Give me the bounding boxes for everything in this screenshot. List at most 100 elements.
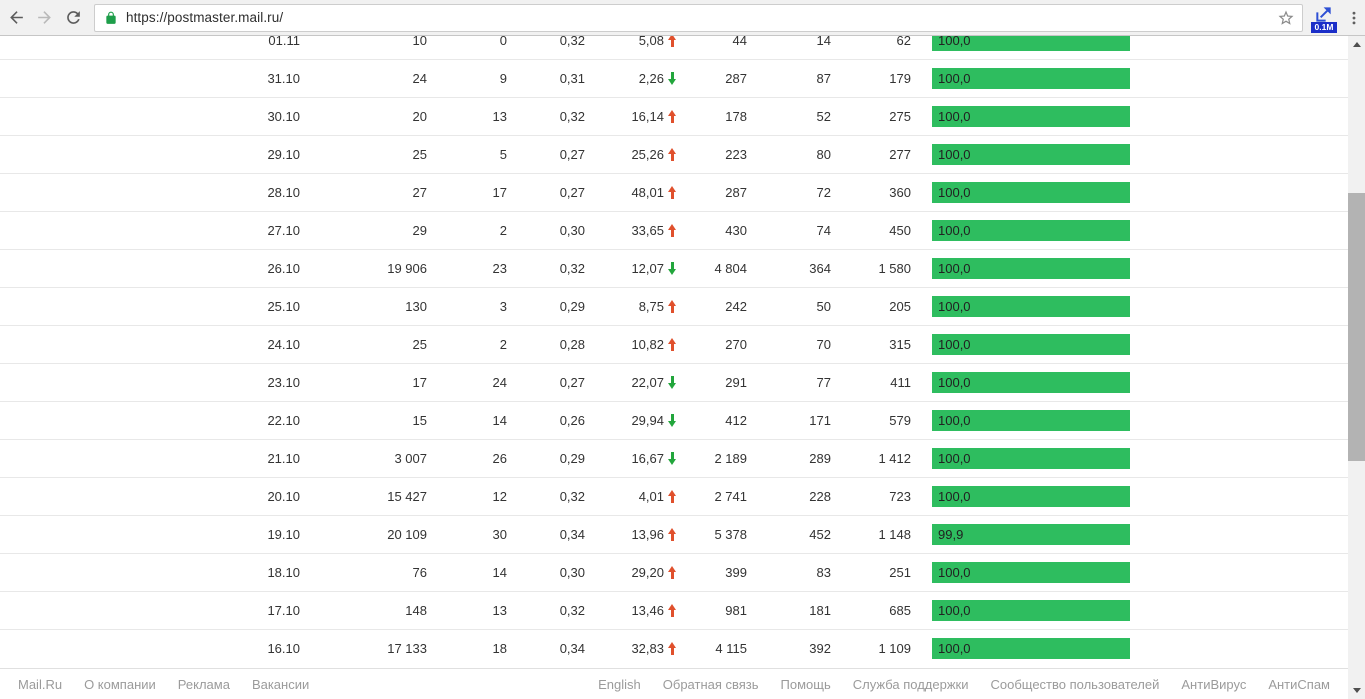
cell-delta: 16,67 — [585, 451, 677, 466]
cell-bar: 100,0 — [911, 68, 1152, 89]
cell-bar: 100,0 — [911, 144, 1152, 165]
trend-up-icon — [668, 566, 677, 579]
footer-link[interactable]: English — [598, 676, 641, 692]
delta-value: 22,07 — [631, 375, 664, 390]
delta-value: 25,26 — [631, 147, 664, 162]
secure-lock-icon[interactable] — [104, 11, 118, 25]
stats-table-body: 01.11 10 0 0,32 5,08 44 14 62 100,0 31.10 24 9 0,31 2… — [0, 36, 1365, 667]
cell-delta: 29,94 — [585, 413, 677, 428]
page-content: 01.11 10 0 0,32 5,08 44 14 62 100,0 31.10 24 9 0,31 2… — [0, 36, 1365, 668]
forward-button[interactable] — [33, 4, 58, 32]
trend-down-icon — [668, 414, 677, 427]
cell-value: 412 — [725, 413, 747, 428]
cell-value: 0,27 — [559, 375, 585, 390]
cell-value: 87 — [816, 71, 831, 86]
cell-date: 28.10 — [267, 185, 300, 200]
scroll-up-button[interactable] — [1348, 36, 1365, 53]
cell-value: 0,32 — [559, 489, 585, 504]
cell-bar: 100,0 — [911, 36, 1152, 51]
reputation-bar: 100,0 — [932, 562, 1130, 583]
cell-bar: 100,0 — [911, 562, 1152, 583]
cell-value: 0,32 — [559, 603, 585, 618]
cell-value: 15 — [412, 413, 427, 428]
cell-date: 21.10 — [267, 451, 300, 466]
footer-link[interactable]: Сообщество пользователей — [990, 676, 1160, 692]
footer-link[interactable]: Вакансии — [251, 676, 310, 692]
bookmark-star-button[interactable] — [1276, 8, 1296, 28]
reputation-bar: 100,0 — [932, 144, 1130, 165]
table-row: 21.10 3 007 26 0,29 16,67 2 189 289 1 412 100,0 — [0, 440, 1365, 478]
cell-value: 360 — [889, 185, 911, 200]
delta-value: 4,01 — [638, 489, 664, 504]
cell-value: 3 007 — [394, 451, 427, 466]
footer-link[interactable]: АнтиСпам — [1268, 676, 1330, 692]
browser-menu-button[interactable] — [1344, 6, 1365, 30]
footer-link[interactable]: О компании — [84, 676, 156, 692]
delta-value: 5,08 — [638, 36, 664, 48]
trend-up-icon — [668, 490, 677, 503]
refresh-button[interactable] — [61, 4, 86, 32]
footer-link[interactable]: Реклама — [177, 676, 230, 692]
cell-value: 5 — [499, 147, 507, 162]
cell-value: 0,29 — [559, 299, 585, 314]
cell-value: 14 — [816, 36, 831, 48]
trend-up-icon — [668, 148, 677, 161]
cell-value: 24 — [412, 71, 427, 86]
cell-value: 80 — [816, 147, 831, 162]
cell-value: 251 — [889, 565, 911, 580]
back-button[interactable] — [4, 4, 29, 32]
footer-link[interactable]: Обратная связь — [662, 676, 759, 692]
cell-value: 29 — [412, 223, 427, 238]
cell-delta: 5,08 — [585, 36, 677, 48]
cell-value: 291 — [725, 375, 747, 390]
cell-value: 5 378 — [714, 527, 747, 542]
cell-value: 0,29 — [559, 451, 585, 466]
cell-value: 25 — [412, 337, 427, 352]
cell-date: 26.10 — [267, 261, 300, 276]
footer-link[interactable]: Mail.Ru — [18, 676, 63, 692]
footer-link[interactable]: АнтиВирус — [1181, 676, 1247, 692]
address-bar[interactable]: https://postmaster.mail.ru/ — [93, 3, 1303, 32]
trend-up-icon — [668, 528, 677, 541]
cell-value: 2 — [499, 223, 507, 238]
cell-value: 27 — [412, 185, 427, 200]
cell-date: 23.10 — [267, 375, 300, 390]
delta-value: 29,94 — [631, 413, 664, 428]
cell-value: 25 — [412, 147, 427, 162]
cell-date: 20.10 — [267, 489, 300, 504]
reputation-bar: 100,0 — [932, 372, 1130, 393]
cell-bar: 100,0 — [911, 410, 1152, 431]
reputation-bar: 100,0 — [932, 486, 1130, 507]
table-row: 19.10 20 109 30 0,34 13,96 5 378 452 1 148 99,9 — [0, 516, 1365, 554]
cell-value: 15 427 — [387, 489, 427, 504]
cell-delta: 12,07 — [585, 261, 677, 276]
table-row: 27.10 29 2 0,30 33,65 430 74 450 100,0 — [0, 212, 1365, 250]
cell-value: 1 148 — [878, 527, 911, 542]
cell-date: 01.11 — [268, 36, 300, 48]
footer-right-links: English Обратная связь Помощь Служба поддер… — [598, 677, 1330, 692]
cell-bar: 100,0 — [911, 106, 1152, 127]
vertical-scrollbar[interactable] — [1348, 36, 1365, 699]
cell-value: 364 — [809, 261, 831, 276]
cell-value: 50 — [816, 299, 831, 314]
cell-value: 2 189 — [714, 451, 747, 466]
cell-delta: 29,20 — [585, 565, 677, 580]
footer-link[interactable]: Помощь — [780, 676, 831, 692]
scroll-up-icon — [1352, 42, 1361, 47]
cell-value: 399 — [725, 565, 747, 580]
cell-bar: 100,0 — [911, 296, 1152, 317]
cell-value: 315 — [889, 337, 911, 352]
cell-value: 287 — [725, 185, 747, 200]
delta-value: 16,67 — [631, 451, 664, 466]
cell-value: 0,31 — [559, 71, 585, 86]
table-row: 28.10 27 17 0,27 48,01 287 72 360 100,0 — [0, 174, 1365, 212]
cell-date: 30.10 — [267, 109, 300, 124]
scroll-down-button[interactable] — [1348, 682, 1365, 699]
scrollbar-thumb[interactable] — [1348, 193, 1365, 461]
extension-button[interactable]: 0.1M — [1310, 3, 1337, 33]
cell-value: 0,27 — [559, 147, 585, 162]
cell-value: 0,26 — [559, 413, 585, 428]
trend-up-icon — [668, 186, 677, 199]
footer-link[interactable]: Служба поддержки — [852, 676, 969, 692]
url-text[interactable]: https://postmaster.mail.ru/ — [125, 10, 284, 25]
